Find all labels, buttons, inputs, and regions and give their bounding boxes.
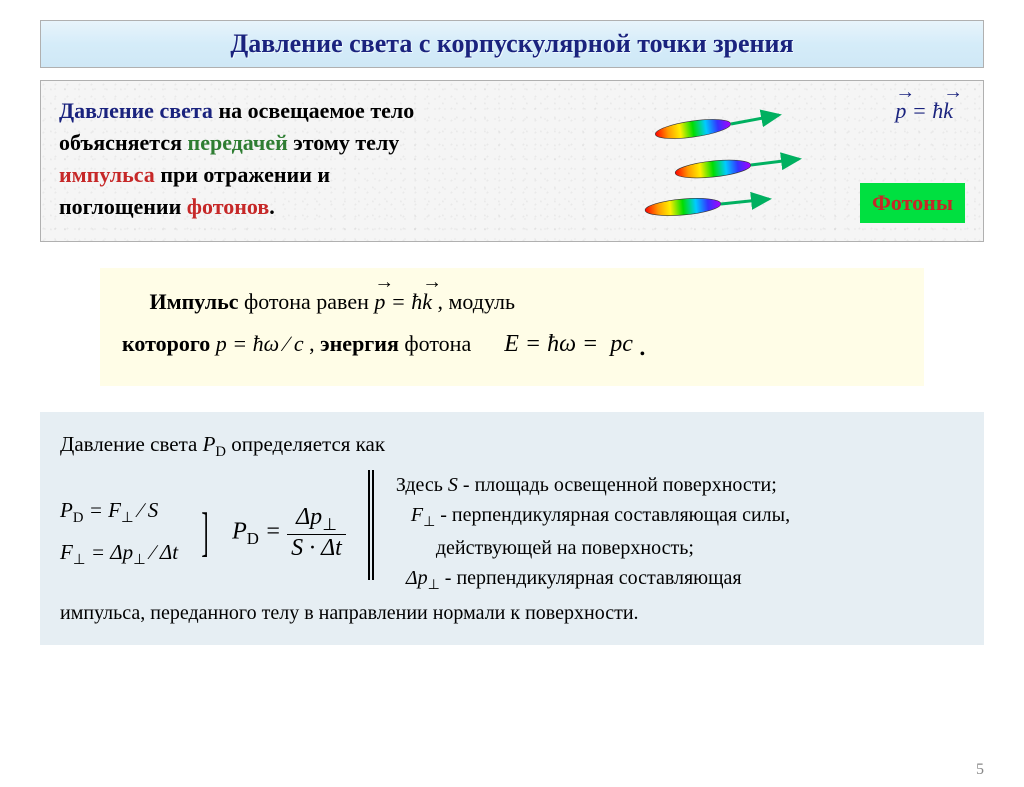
equation-combined: PD = Δp⊥S · Δt <box>232 504 346 562</box>
text: , <box>309 331 320 356</box>
text: - перпендикулярная составляющая силы, <box>435 504 790 526</box>
text: фотона равен <box>238 289 374 314</box>
panel-pressure-definition: Давление света PD определяется как PD = … <box>40 412 984 645</box>
text: . <box>638 326 646 362</box>
text-strong: фотонов <box>187 194 269 219</box>
slide-title: Давление света с корпускулярной точки зр… <box>40 20 984 68</box>
text: поглощении <box>59 194 187 219</box>
text: импульса, переданного телу в направлении… <box>60 598 964 629</box>
symbol: PD <box>203 432 226 456</box>
bracket-icon: ] <box>201 519 208 546</box>
equation-group-left: PD = F⊥ ∕ S F⊥ = Δp⊥ ∕ Δt <box>60 491 178 575</box>
equation: p = ħk <box>374 289 432 314</box>
equation: E = ħω = pc <box>504 331 633 357</box>
text: Давление света <box>60 432 203 456</box>
photons-label: Фотоны <box>860 183 965 223</box>
text: этому телу <box>288 130 400 155</box>
text: объясняется <box>59 130 188 155</box>
text: , модуль <box>437 289 515 314</box>
equation-photon-momentum-vector: p = ħk <box>895 95 953 127</box>
text-strong: импульса <box>59 162 155 187</box>
photon-diagram <box>603 107 823 227</box>
text: фотона <box>404 331 471 356</box>
panel-photon-momentum-energy: Импульс фотона равен p = ħk , модуль кот… <box>100 268 924 386</box>
text-strong: Давление света <box>59 98 213 123</box>
text: - перпендикулярная составляющая <box>440 567 742 589</box>
double-bar-icon <box>368 470 374 580</box>
text: Здесь <box>396 474 448 496</box>
text: действующей на поверхность; <box>436 537 694 559</box>
page-number: 5 <box>976 761 984 779</box>
equation: p = ħω ∕ c <box>216 331 304 356</box>
text-strong: энергия <box>320 331 399 356</box>
text: . <box>269 194 275 219</box>
symbol-definitions: Здесь S - площадь освещенной поверхности… <box>396 470 964 596</box>
text-strong: Импульс <box>150 289 239 314</box>
panel-light-pressure-explanation: Давление света на освещаемое тело объясн… <box>40 80 984 242</box>
text: определяется как <box>231 432 385 456</box>
text-strong: передачей <box>188 130 288 155</box>
text: которого <box>122 331 216 356</box>
text: - площадь освещенной поверхности; <box>458 474 777 496</box>
text: при отражении и <box>155 162 330 187</box>
text: на освещаемое тело <box>213 98 414 123</box>
